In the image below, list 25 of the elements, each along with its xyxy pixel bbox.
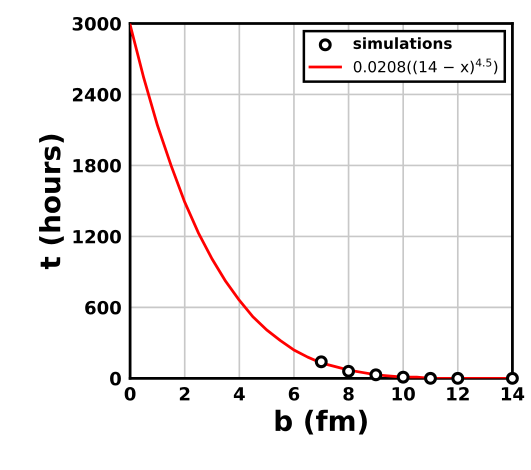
y-tick-label: 2400	[72, 88, 121, 102]
x-axis-title: b (fm)	[276, 410, 367, 434]
point	[342, 364, 356, 378]
y-tick-label: 0	[110, 372, 121, 386]
point	[424, 372, 437, 385]
x-tick-label: 10	[392, 387, 415, 401]
x-tick-label: 14	[502, 387, 524, 400]
y-tick-label: 1800	[74, 158, 121, 173]
point	[506, 372, 519, 385]
x-tick-label: 12	[447, 387, 469, 400]
legend-label: 0.0208((14 − x)$^{4.5}$)	[354, 58, 498, 74]
y-tick-label: 1200	[74, 230, 121, 244]
point	[396, 370, 410, 384]
x-tick-label: 6	[288, 387, 300, 401]
y-tick-label: 3000	[72, 16, 121, 31]
y-tick-label: 600	[85, 300, 121, 314]
point	[451, 372, 464, 385]
x-tick-label: 0	[124, 387, 136, 401]
x-tick-label: 8	[343, 387, 354, 401]
point	[314, 355, 328, 368]
legend-label: simulations	[354, 37, 452, 50]
point	[369, 368, 382, 382]
x-tick-label: 4	[234, 387, 245, 400]
x-tick-label: 2	[180, 387, 190, 400]
y-axis-title: t (hours)	[39, 134, 64, 270]
